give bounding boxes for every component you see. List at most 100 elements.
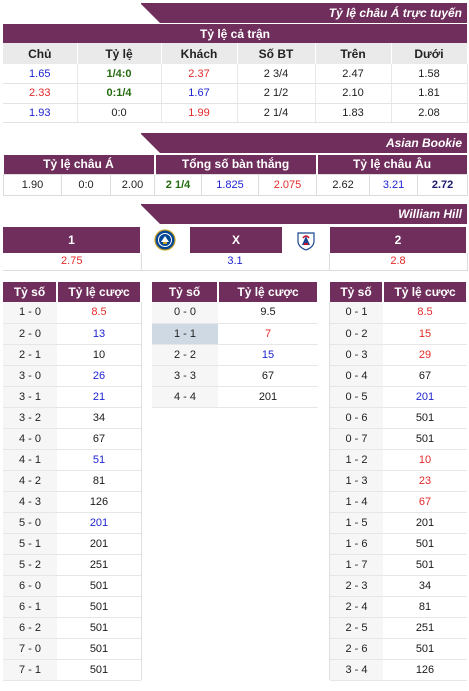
score-odds: 7	[218, 323, 318, 345]
score-row: 1 - 3 23	[330, 470, 467, 492]
score-value: 3 - 4	[330, 659, 383, 681]
score-row: 2 - 0 13	[3, 323, 141, 345]
score-row: 4 - 2 81	[3, 470, 141, 492]
score-odds: 201	[383, 386, 467, 408]
score-value: 0 - 5	[330, 386, 383, 408]
away-odds: 2.37	[161, 64, 238, 84]
score-odds: 34	[383, 575, 467, 597]
score-value: 5 - 0	[3, 512, 57, 534]
score-value: 3 - 0	[3, 365, 57, 387]
score-value: 1 - 6	[330, 533, 383, 555]
score-value: 0 - 6	[330, 407, 383, 429]
score-row: 5 - 2 251	[3, 554, 141, 576]
score-odds: 501	[383, 554, 467, 576]
over-odds: 2.10	[315, 83, 392, 104]
total-goals-header: Tổng số bàn thắng	[154, 155, 318, 174]
score-odds: 201	[218, 386, 318, 408]
live-odds-banner-title: Tỷ lệ châu Á trực tuyến	[328, 6, 462, 20]
wh-away-odds: 2.8	[329, 253, 468, 271]
col-over: Trên	[315, 43, 392, 64]
score-row: 6 - 2 501	[3, 617, 141, 639]
under-odds: 1.81	[391, 83, 468, 104]
away-odds: 1.67	[161, 83, 238, 104]
score-row: 1 - 7 501	[330, 554, 467, 576]
col-line: Tỷ lệ	[77, 43, 162, 64]
score-odds: 81	[383, 596, 467, 618]
score-odds: 251	[383, 617, 467, 639]
score-value: 7 - 0	[3, 638, 57, 660]
score-odds: 126	[383, 659, 467, 681]
full-match-caption: Tỷ lệ cả trận	[3, 24, 467, 43]
score-odds: 10	[57, 344, 141, 366]
score-odds: 21	[57, 386, 141, 408]
score-row: 0 - 5 201	[330, 386, 467, 408]
asian-bookie-banner: Asian Bookie	[140, 133, 467, 153]
chelsea-crest-icon	[154, 229, 176, 251]
under-odds: 2.08	[391, 103, 468, 123]
score-value: 4 - 2	[3, 470, 57, 492]
odds-header: Tỷ lệ cược	[383, 282, 468, 302]
score-odds: 67	[218, 365, 318, 387]
score-row: 1 - 5 201	[330, 512, 467, 534]
score-value: 0 - 3	[330, 344, 383, 366]
score-row: 4 - 3 126	[3, 491, 141, 513]
score-odds: 26	[57, 365, 141, 387]
column-divider	[329, 302, 330, 680]
score-value: 5 - 2	[3, 554, 57, 576]
score-value: 0 - 2	[330, 323, 383, 345]
score-odds: 8.5	[57, 302, 141, 324]
full-match-odds-table: Tỷ lệ cả trận Chủ Tỷ lệ Khách Số BT Trên…	[3, 24, 468, 123]
score-value: 2 - 2	[152, 344, 218, 366]
home-odds: 2.33	[3, 83, 78, 104]
score-value: 6 - 1	[3, 596, 57, 618]
score-odds: 501	[383, 533, 467, 555]
score-odds: 501	[57, 659, 141, 681]
score-row: 3 - 3 67	[152, 365, 318, 387]
score-row: 5 - 0 201	[3, 512, 141, 534]
score-value: 2 - 0	[3, 323, 57, 345]
score-row: 6 - 1 501	[3, 596, 141, 618]
column-divider	[141, 302, 142, 680]
score-value: 1 - 5	[330, 512, 383, 534]
score-value: 3 - 3	[152, 365, 218, 387]
score-odds: 501	[57, 596, 141, 618]
handicap-line: 0:1/4	[77, 83, 162, 104]
over-odds: 2.47	[315, 64, 392, 84]
ah-home: 1.90	[3, 173, 62, 196]
score-value: 4 - 1	[3, 449, 57, 471]
score-odds: 501	[57, 638, 141, 660]
score-odds: 67	[383, 365, 467, 387]
william-hill-table: 1 X 2 2.75 3.1 2.8	[3, 227, 468, 271]
score-row: 7 - 0 501	[3, 638, 141, 660]
handicap-line: 0:0	[77, 103, 162, 123]
score-value: 0 - 1	[330, 302, 383, 324]
score-value: 2 - 4	[330, 596, 383, 618]
odds-row: 1.65 1/4:0 2.37 2 3/4 2.47 1.58	[3, 64, 468, 84]
score-row: 6 - 0 501	[3, 575, 141, 597]
score-row: 3 - 4 126	[330, 659, 467, 681]
score-odds: 29	[383, 344, 467, 366]
score-odds: 501	[383, 428, 467, 450]
score-value: 4 - 4	[152, 386, 218, 408]
score-header: Tỷ số	[3, 282, 58, 302]
score-value: 6 - 0	[3, 575, 57, 597]
odds-header: Tỷ lệ cược	[57, 282, 142, 302]
asian-bookie-table: Tỷ lệ châu Á Tổng số bàn thắng Tỷ lệ châ…	[3, 155, 469, 196]
score-row: 0 - 0 9.5	[152, 302, 318, 324]
score-odds: 201	[383, 512, 467, 534]
score-odds: 23	[383, 470, 467, 492]
score-value: 3 - 2	[3, 407, 57, 429]
score-value: 1 - 3	[330, 470, 383, 492]
score-odds: 8.5	[383, 302, 467, 324]
score-value: 7 - 1	[3, 659, 57, 681]
crystal-palace-crest-icon	[297, 232, 315, 251]
score-header: Tỷ số	[152, 282, 219, 302]
score-odds: 13	[57, 323, 141, 345]
score-odds: 501	[383, 638, 467, 660]
score-value: 3 - 1	[3, 386, 57, 408]
col-goals: Số BT	[237, 43, 316, 64]
score-header: Tỷ số	[330, 282, 384, 302]
score-row: 2 - 5 251	[330, 617, 467, 639]
